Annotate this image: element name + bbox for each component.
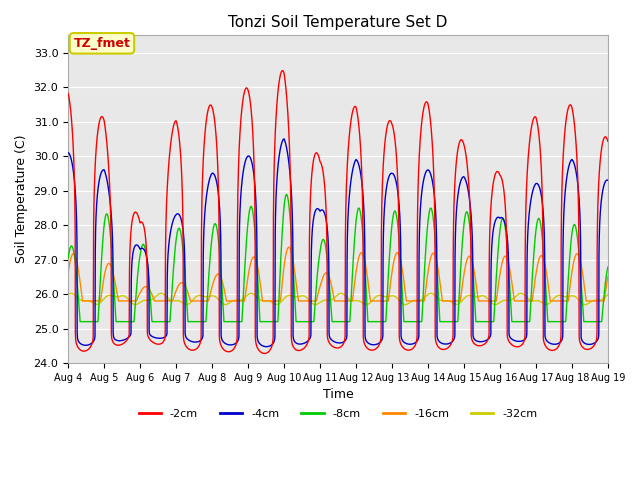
-32cm	[390, 293, 398, 299]
-4cm	[280, 136, 288, 142]
-4cm	[391, 174, 399, 180]
-2cm	[553, 346, 561, 351]
Text: TZ_fmet: TZ_fmet	[74, 37, 131, 50]
-8cm	[401, 319, 408, 324]
Line: -2cm: -2cm	[68, 71, 608, 353]
-16cm	[401, 280, 408, 286]
-8cm	[215, 243, 223, 249]
-2cm	[401, 346, 408, 351]
-4cm	[215, 195, 223, 201]
-32cm	[400, 301, 408, 307]
-16cm	[391, 255, 399, 261]
X-axis label: Time: Time	[323, 388, 353, 401]
-32cm	[581, 302, 589, 308]
-16cm	[604, 274, 612, 279]
-8cm	[64, 255, 72, 261]
-4cm	[401, 339, 408, 345]
-32cm	[604, 292, 612, 298]
-16cm	[553, 298, 561, 304]
-32cm	[427, 290, 435, 296]
-4cm	[64, 150, 72, 156]
-16cm	[180, 281, 188, 287]
Legend: -2cm, -4cm, -8cm, -16cm, -32cm: -2cm, -4cm, -8cm, -16cm, -32cm	[134, 404, 542, 423]
-8cm	[553, 319, 561, 324]
-16cm	[215, 272, 223, 277]
Title: Tonzi Soil Temperature Set D: Tonzi Soil Temperature Set D	[228, 15, 447, 30]
-2cm	[604, 138, 612, 144]
-32cm	[180, 300, 188, 306]
-8cm	[180, 258, 188, 264]
-2cm	[64, 91, 72, 96]
-8cm	[283, 192, 291, 197]
-16cm	[79, 298, 86, 304]
-16cm	[604, 275, 611, 280]
-2cm	[391, 135, 399, 141]
-8cm	[391, 208, 399, 214]
-4cm	[262, 344, 270, 349]
-4cm	[553, 341, 561, 347]
Line: -16cm: -16cm	[68, 247, 608, 301]
-8cm	[604, 264, 612, 270]
Y-axis label: Soil Temperature (C): Soil Temperature (C)	[15, 135, 28, 264]
-8cm	[604, 265, 611, 271]
-2cm	[260, 350, 268, 356]
Line: -4cm: -4cm	[68, 139, 608, 347]
-16cm	[285, 244, 292, 250]
-32cm	[553, 293, 561, 299]
-4cm	[604, 177, 612, 183]
Line: -32cm: -32cm	[68, 293, 608, 305]
-4cm	[604, 177, 611, 183]
-2cm	[278, 68, 286, 73]
-16cm	[64, 270, 72, 276]
-32cm	[215, 297, 223, 303]
-2cm	[604, 138, 611, 144]
-4cm	[180, 234, 188, 240]
-2cm	[215, 208, 223, 214]
-8cm	[76, 319, 84, 324]
Line: -8cm: -8cm	[68, 194, 608, 322]
-32cm	[64, 292, 72, 298]
-2cm	[180, 337, 188, 343]
-32cm	[604, 292, 611, 298]
